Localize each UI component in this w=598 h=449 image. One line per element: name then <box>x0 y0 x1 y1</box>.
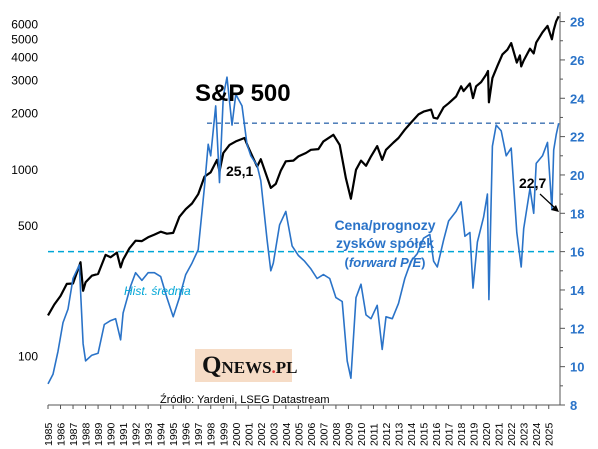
x-tick-label: 2001 <box>243 422 255 446</box>
forward-pe-italic: forward P/E <box>349 255 422 270</box>
last-value-arrow <box>539 193 556 209</box>
x-tick-label: 2009 <box>343 422 355 446</box>
x-tick-label: 1987 <box>68 422 80 446</box>
x-axis: 1985 1986 1987 1988 1989 1990 1991 1992 1993 1994… <box>43 404 560 446</box>
chart-title: S&P 500 <box>195 80 291 107</box>
x-tick-label: 2019 <box>469 422 481 446</box>
left-tick-label: 2000 <box>11 107 38 121</box>
right-tick-label: 14 <box>570 283 585 298</box>
x-tick-label: 1993 <box>143 422 155 446</box>
x-tick-label: 2014 <box>406 422 418 446</box>
left-tick-label: 3000 <box>11 74 38 88</box>
x-tick-label: 2008 <box>331 422 343 446</box>
left-tick-label: 1000 <box>11 163 38 177</box>
x-tick-label: 1991 <box>118 422 130 446</box>
right-tick-label: 10 <box>570 360 584 375</box>
x-tick-label: 2012 <box>381 422 393 446</box>
x-tick-label: 2002 <box>256 422 268 446</box>
left-tick-label: 4000 <box>11 50 38 64</box>
peak-label: 25,1 <box>226 163 253 179</box>
reference-lines <box>48 122 558 253</box>
x-tick-label: 2013 <box>394 422 406 446</box>
x-tick-label: 2007 <box>318 422 330 446</box>
x-tick-label: 1998 <box>206 422 218 446</box>
x-tick-label: 1995 <box>168 422 180 446</box>
logo-q: Q <box>202 352 222 379</box>
right-tick-label: 18 <box>570 206 584 221</box>
x-tick-label: 2004 <box>281 422 293 446</box>
right-tick-label: 28 <box>570 15 584 30</box>
x-tick-label: 2005 <box>293 422 305 446</box>
x-tick-label: 2015 <box>419 422 431 446</box>
x-tick-label: 2021 <box>494 422 506 446</box>
right-tick-label: 24 <box>570 91 585 106</box>
x-tick-label: 1996 <box>181 422 193 446</box>
hist-average-label: Hist. średnia <box>124 284 191 298</box>
last-value-label: 22,7 <box>519 175 546 191</box>
qnews-logo: QNEWS.PL <box>195 349 298 382</box>
right-tick-label: 12 <box>570 321 584 336</box>
x-tick-label: 1985 <box>43 422 55 446</box>
logo-tld: PL <box>275 358 298 377</box>
left-tick-label: 6000 <box>11 18 38 32</box>
x-tick-label: 2023 <box>519 422 531 446</box>
x-tick-label: 2016 <box>431 422 443 446</box>
x-tick-label: 2006 <box>306 422 318 446</box>
x-tick-label: 1986 <box>56 422 68 446</box>
right-axis: 8 10 12 14 16 18 20 22 24 26 28 <box>559 12 585 413</box>
x-tick-label: 1997 <box>193 422 205 446</box>
x-tick-label: 2022 <box>506 422 518 446</box>
right-tick-label: 20 <box>570 168 584 183</box>
x-tick-label: 1999 <box>218 422 230 446</box>
left-tick-label: 100 <box>18 350 38 364</box>
series-lines <box>47 15 560 385</box>
left-tick-label: 5000 <box>11 32 38 46</box>
x-tick-label: 1992 <box>131 422 143 446</box>
series-label-line-3: (forward P/E) <box>345 255 426 270</box>
paren-open: ( <box>345 255 350 270</box>
x-tick-label: 2000 <box>231 422 243 446</box>
x-tick-label: 2024 <box>531 422 543 446</box>
source-text: Źródło: Yardeni, LSEG Datastream <box>160 393 330 406</box>
logo-dot: . <box>271 358 276 377</box>
x-tick-label: 2011 <box>368 423 380 446</box>
logo-news: NEWS <box>221 358 272 377</box>
series-label-line-2: zysków spółek <box>336 235 434 251</box>
x-tick-label: 2020 <box>481 422 493 446</box>
qnews-logo-text: QNEWS.PL <box>202 352 298 380</box>
forward-pe-line <box>47 76 560 385</box>
x-tick-label: 1994 <box>156 422 168 446</box>
x-tick-label: 2010 <box>356 422 368 446</box>
right-tick-label: 16 <box>570 245 584 260</box>
paren-close: ) <box>421 255 425 270</box>
x-tick-label: 2018 <box>456 422 468 446</box>
last-value-arrowhead <box>551 205 559 212</box>
right-tick-label: 26 <box>570 53 584 68</box>
right-tick-label: 22 <box>570 130 584 145</box>
x-tick-label: 1988 <box>81 422 93 446</box>
x-tick-label: 2017 <box>444 422 456 446</box>
sp500-price-line <box>47 15 560 316</box>
right-tick-label: 8 <box>570 398 577 413</box>
x-tick-label: 2003 <box>268 422 280 446</box>
x-tick-label: 1990 <box>106 422 118 446</box>
x-tick-label: 2025 <box>544 422 556 446</box>
series-label-line-1: Cena/prognozy <box>334 217 435 233</box>
x-tick-label: 1989 <box>93 422 105 446</box>
left-tick-label: 500 <box>18 219 38 233</box>
